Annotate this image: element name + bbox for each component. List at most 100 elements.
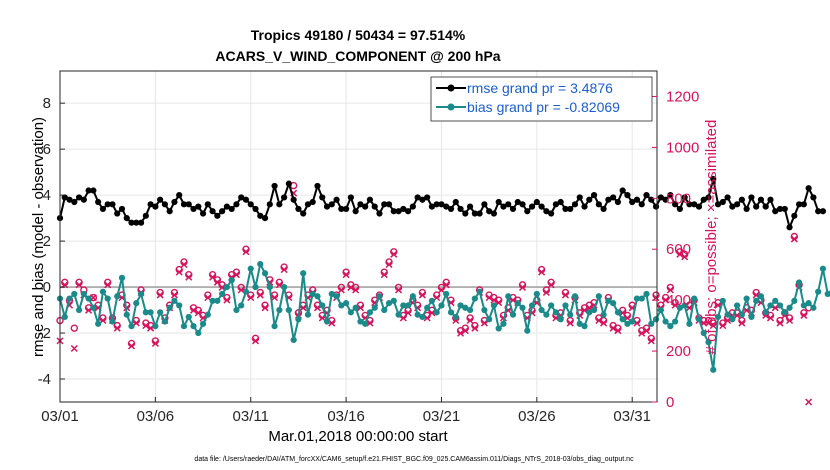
bias-point (118, 274, 126, 281)
plot-area (60, 71, 657, 402)
rmse-point (610, 194, 617, 201)
obs-assimilated-point (337, 286, 345, 294)
rmse-point (395, 208, 402, 215)
bias-point (85, 295, 92, 302)
bias-point (528, 302, 536, 309)
rmse-point (500, 203, 507, 210)
bias-point (810, 304, 817, 311)
rmse-point (147, 201, 154, 208)
rmse-point (748, 194, 755, 201)
bias-point (61, 313, 68, 321)
bias-point (452, 313, 459, 321)
rmse-point (633, 196, 641, 203)
rmse-point (99, 205, 107, 213)
rmse-point (385, 201, 393, 208)
bias-point (300, 270, 307, 277)
rmse-point (257, 212, 264, 219)
obs-assimilated-point (189, 306, 198, 314)
bias-point (691, 295, 698, 302)
rmse-point (533, 198, 540, 206)
bias-point (209, 297, 216, 304)
bias-point (710, 366, 717, 373)
y-right-tick-label: 800 (666, 190, 691, 207)
obs-assimilated-point (614, 327, 622, 335)
obs-possible-point (70, 324, 79, 332)
rmse-point (805, 185, 812, 192)
bias-point (648, 320, 655, 327)
rmse-point (114, 210, 121, 217)
obs-assimilated-point (75, 281, 83, 289)
bias-point (409, 293, 416, 300)
obs-assimilated-point (223, 296, 231, 304)
rmse-point (514, 198, 521, 206)
rmse-point (166, 208, 173, 215)
bias-point (142, 309, 149, 316)
obs-assimilated-point (347, 283, 355, 291)
rmse-point (528, 203, 536, 210)
bias-point (295, 316, 302, 323)
obs-assimilated-point (638, 329, 646, 337)
rmse-point (509, 205, 517, 213)
bias-point (576, 320, 583, 327)
obs-assimilated-point (681, 253, 689, 261)
y-left-tick-label: 4 (43, 187, 51, 204)
rmse-point (390, 208, 397, 215)
obs-assimilated-point (385, 260, 393, 269)
rmse-point (786, 224, 793, 231)
obs-assimilated-point (766, 314, 775, 322)
rmse-point (705, 194, 712, 201)
bias-point (705, 339, 712, 346)
bias-point (309, 290, 316, 298)
bias-point (486, 316, 493, 323)
obs-assimilated-point (261, 304, 269, 312)
rmse-point (281, 194, 288, 201)
rmse-point (424, 194, 431, 201)
rmse-point (695, 203, 703, 210)
rmse-point (300, 210, 307, 217)
y-right-tick-label: 0 (666, 394, 674, 411)
bias-point (242, 288, 250, 295)
rmse-point (233, 201, 240, 208)
bias-point (743, 295, 750, 302)
bias-point (347, 309, 354, 316)
bias-point (438, 302, 445, 309)
x-tick-label: 03/21 (423, 408, 461, 425)
bias-point (629, 318, 636, 325)
bias-point (195, 329, 202, 337)
rmse-point (242, 196, 250, 203)
bias-point (90, 304, 97, 311)
y-left-tick-label: 2 (43, 233, 51, 250)
x-tick-label: 03/01 (41, 408, 79, 425)
rmse-point (190, 205, 197, 213)
rmse-point (543, 208, 550, 215)
bias-point (600, 311, 607, 318)
series-layer (56, 175, 830, 373)
bias-point (123, 311, 130, 318)
legend-bias-marker (447, 103, 455, 111)
rmse-point (152, 203, 159, 210)
bias-point (562, 302, 569, 309)
bias-point (619, 316, 626, 323)
bias-point (281, 283, 288, 291)
rmse-point (548, 210, 555, 217)
obs-assimilated-point (404, 309, 412, 317)
obs-assimilated-point (242, 248, 250, 256)
rmse-point (700, 196, 707, 203)
rmse-point (161, 201, 169, 208)
rmse-point (571, 201, 579, 208)
rmse-point (691, 201, 698, 208)
rmse-point (738, 196, 745, 203)
bias-point (95, 320, 102, 327)
bias-point (815, 288, 822, 295)
bias-point (75, 306, 83, 314)
bias-point (199, 320, 207, 327)
rmse-point (605, 196, 612, 203)
obs-assimilated-point (256, 291, 264, 299)
rmse-point (333, 196, 340, 203)
obs-assimilated-point (428, 309, 436, 317)
rmse-point (247, 201, 254, 208)
rmse-point (238, 194, 245, 201)
rmse-point (171, 198, 178, 206)
rmse-point (219, 208, 226, 215)
legend-bias-label: bias grand pr = -0.82069 (467, 99, 620, 115)
